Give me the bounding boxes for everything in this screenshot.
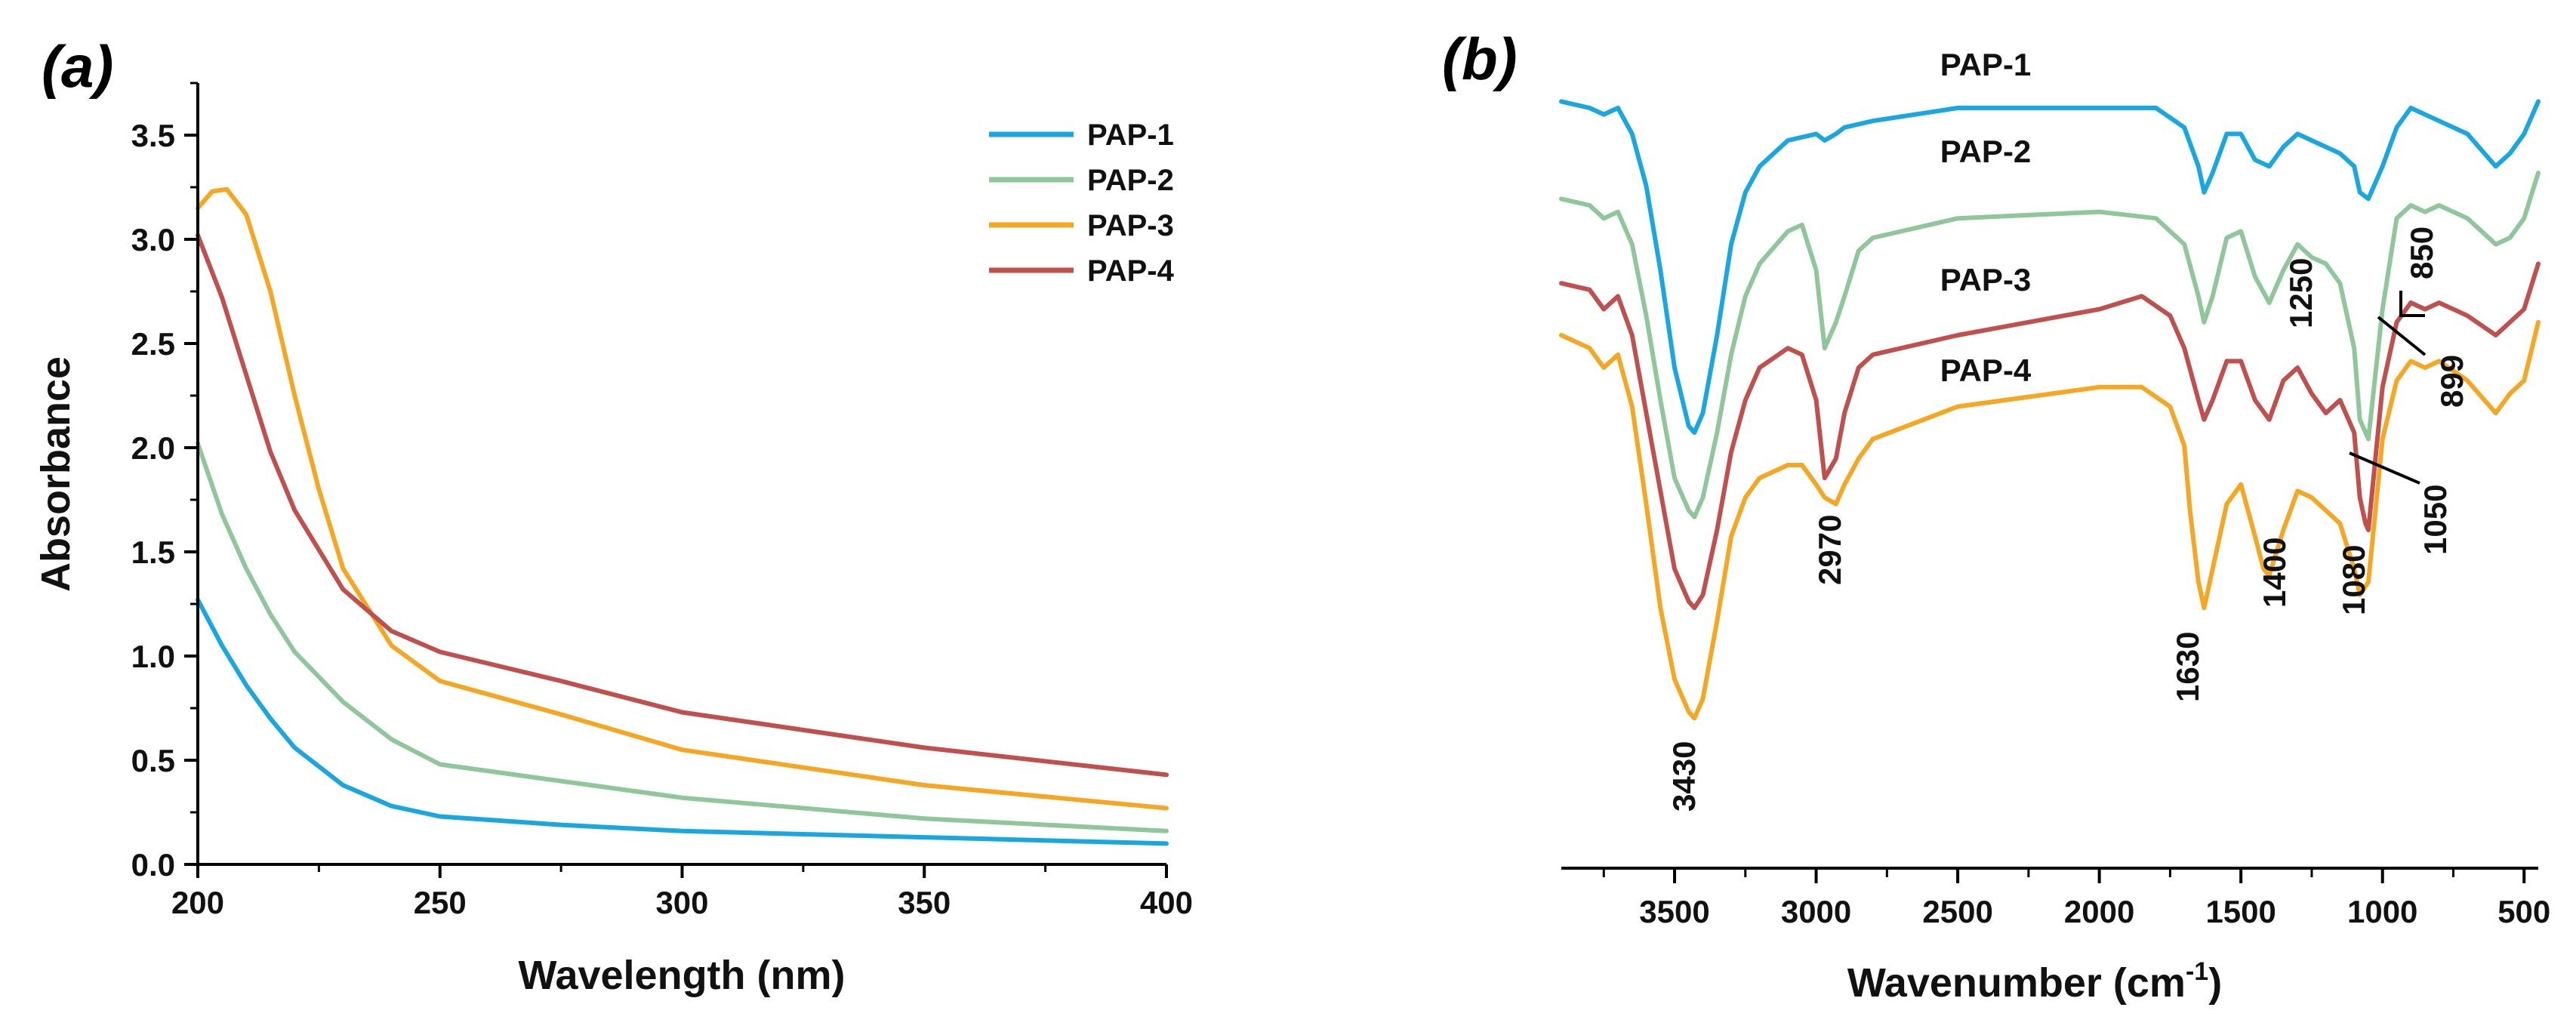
y-tick-label-2.0: 2.0 (131, 430, 175, 466)
series-pap-1 (196, 597, 1169, 846)
panel-b-x-axis-title-tail: ) (2208, 960, 2222, 1006)
panel-b-label: (b) (1442, 26, 1518, 92)
spectrum-pap-2 (1559, 171, 2541, 519)
peak-label-1250: 1250 (2283, 258, 2319, 328)
legend-label-pap-4: PAP-4 (1087, 254, 1175, 288)
b-x-tick-label-500: 500 (2497, 894, 2550, 929)
peak-label-1080: 1080 (2336, 545, 2371, 615)
peak-label-1630: 1630 (2170, 632, 2205, 702)
panel-a-y-axis-title: Absorbance (33, 356, 79, 592)
trace-label-pap-1: PAP-1 (1940, 47, 2032, 82)
panel-b-x-axis-title-main: Wavenumber (cm (1847, 960, 2186, 1006)
series-pap-2 (196, 441, 1169, 833)
y-tick-label-3.5: 3.5 (131, 118, 175, 153)
panel-b-x-axis-title: Wavenumber (cm-1) (1847, 957, 2222, 1006)
panel-a-plot-area (196, 186, 1169, 846)
x-tick-label-350: 350 (898, 885, 951, 920)
spectrum-pap-4 (1559, 319, 2541, 721)
b-x-tick-label-2000: 2000 (2064, 894, 2134, 929)
b-x-tick-label-3000: 3000 (1781, 894, 1851, 929)
panel-b-x-axis-title-sup: -1 (2186, 957, 2208, 986)
peak-label-1050: 1050 (2417, 485, 2453, 555)
series-pap-3 (196, 186, 1169, 811)
y-tick-label-3.0: 3.0 (131, 222, 175, 257)
panel-a-legend: PAP-1 PAP-2 PAP-3 PAP-4 (989, 119, 1175, 288)
trace-label-pap-4: PAP-4 (1940, 353, 2032, 388)
panel-b-plot-area (1559, 99, 2541, 721)
peak-label-899: 899 (2434, 355, 2470, 408)
panel-a-uv-vis: (a) 200 250 300 350 400 0.0 0.5 1.0 1.5 2.0 2.5 3.… (33, 33, 1193, 998)
y-tick-label-0.5: 0.5 (131, 743, 175, 778)
x-tick-label-200: 200 (171, 885, 224, 920)
b-x-tick-label-3500: 3500 (1639, 894, 1709, 929)
y-tick-label-2.5: 2.5 (131, 326, 175, 362)
b-x-tick-label-2500: 2500 (1922, 894, 1992, 929)
trace-label-pap-2: PAP-2 (1940, 134, 2032, 169)
legend-label-pap-1: PAP-1 (1087, 119, 1174, 152)
legend-label-pap-3: PAP-3 (1087, 209, 1174, 242)
peak-label-3430: 3430 (1666, 741, 1702, 812)
trace-label-pap-3: PAP-3 (1940, 262, 2032, 297)
y-tick-label-1.0: 1.0 (131, 639, 175, 674)
spectrum-pap-3 (1559, 261, 2541, 611)
peak-label-2970: 2970 (1812, 515, 1847, 585)
series-pap-4 (196, 233, 1169, 778)
panel-b-ftir: (b) 3500 3000 2500 2000 1500 1000 500 Wavenumb… (1442, 26, 2550, 1006)
legend-label-pap-2: PAP-2 (1087, 164, 1174, 197)
panel-a-x-axis-title: Wavelength (nm) (518, 953, 845, 998)
panel-a-y-ticks: 0.0 0.5 1.0 1.5 2.0 2.5 3.0 3.5 (131, 82, 198, 883)
leader-line-1050 (2349, 451, 2420, 485)
panel-a-x-ticks: 200 250 300 350 400 (171, 864, 1193, 920)
x-tick-label-400: 400 (1140, 885, 1193, 920)
x-tick-label-250: 250 (414, 885, 467, 920)
leader-line-899 (2377, 316, 2427, 356)
panel-b-x-ticks: 3500 3000 2500 2000 1500 1000 500 (1602, 868, 2550, 929)
y-tick-label-0.0: 0.0 (131, 847, 175, 883)
spectrum-pap-1 (1559, 99, 2541, 435)
panel-a-label: (a) (42, 33, 113, 100)
b-x-tick-label-1000: 1000 (2347, 894, 2417, 929)
x-tick-label-300: 300 (655, 885, 708, 920)
b-x-tick-label-1500: 1500 (2205, 894, 2276, 929)
peak-label-1400: 1400 (2257, 538, 2292, 608)
y-tick-label-1.5: 1.5 (131, 534, 175, 570)
peak-label-850: 850 (2404, 226, 2439, 279)
